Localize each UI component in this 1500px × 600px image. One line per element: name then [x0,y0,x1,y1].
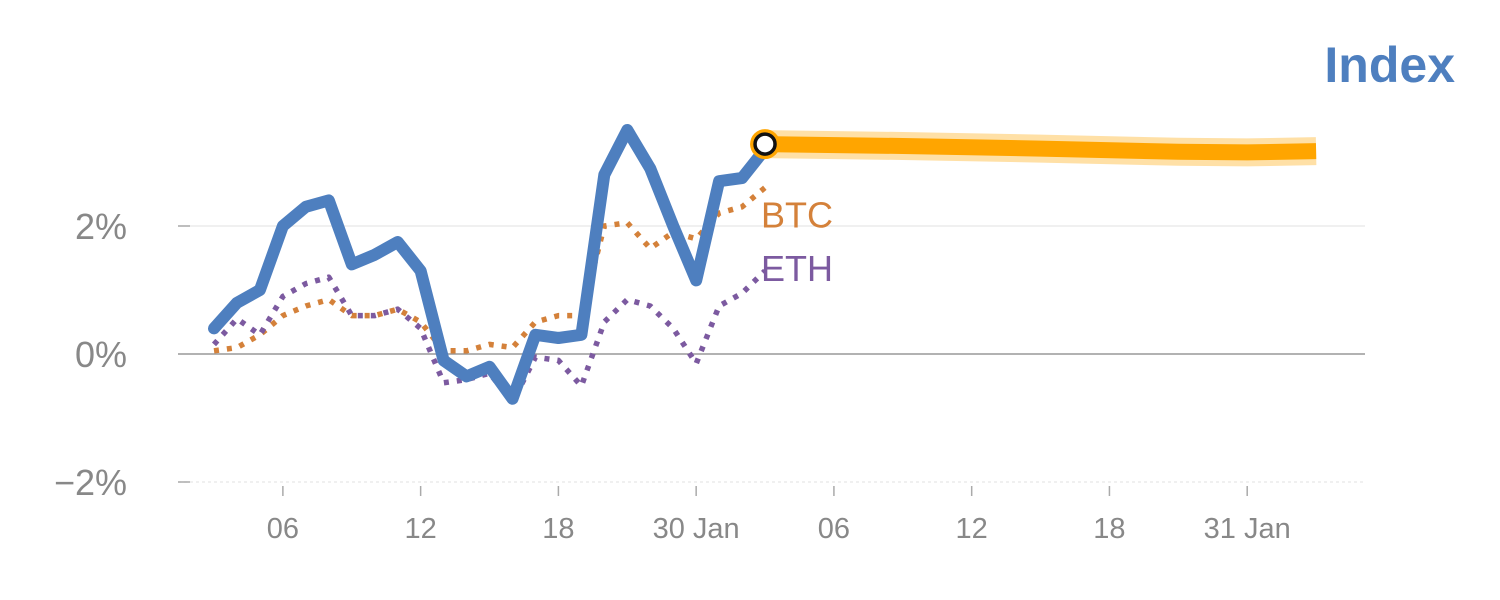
x-tick-label: 06 [267,513,299,545]
x-tick-label: 18 [542,513,574,545]
y-tick-label: −2% [54,462,127,503]
marker-layer [750,129,781,160]
projection-layer [764,130,1317,167]
x-tick-label: 30 Jan [653,513,740,545]
x-tick-label: 12 [956,513,988,545]
projection-band [764,136,1317,161]
series-labels: BTC ETH [761,195,833,289]
series-label-btc: BTC [761,195,833,236]
series-layer [208,124,771,405]
y-tick-label: 2% [75,206,127,247]
x-tick-label: 06 [818,513,850,545]
series-line-index [208,124,771,405]
chart-title: Index [1324,37,1455,93]
y-tick-label: 0% [75,334,127,375]
series-line-eth [211,268,767,405]
y-axis: 2% 0% −2% [54,206,190,503]
grid-layer [178,225,1365,483]
x-tick-label: 18 [1093,513,1125,545]
series-line-btc [213,185,767,354]
series-label-eth: ETH [761,248,833,289]
current-marker [753,132,777,156]
x-tick-label: 12 [405,513,437,545]
x-axis: 06 12 18 30 Jan 06 12 18 31 Jan [267,486,1291,545]
x-tick-label: 31 Jan [1204,513,1291,545]
